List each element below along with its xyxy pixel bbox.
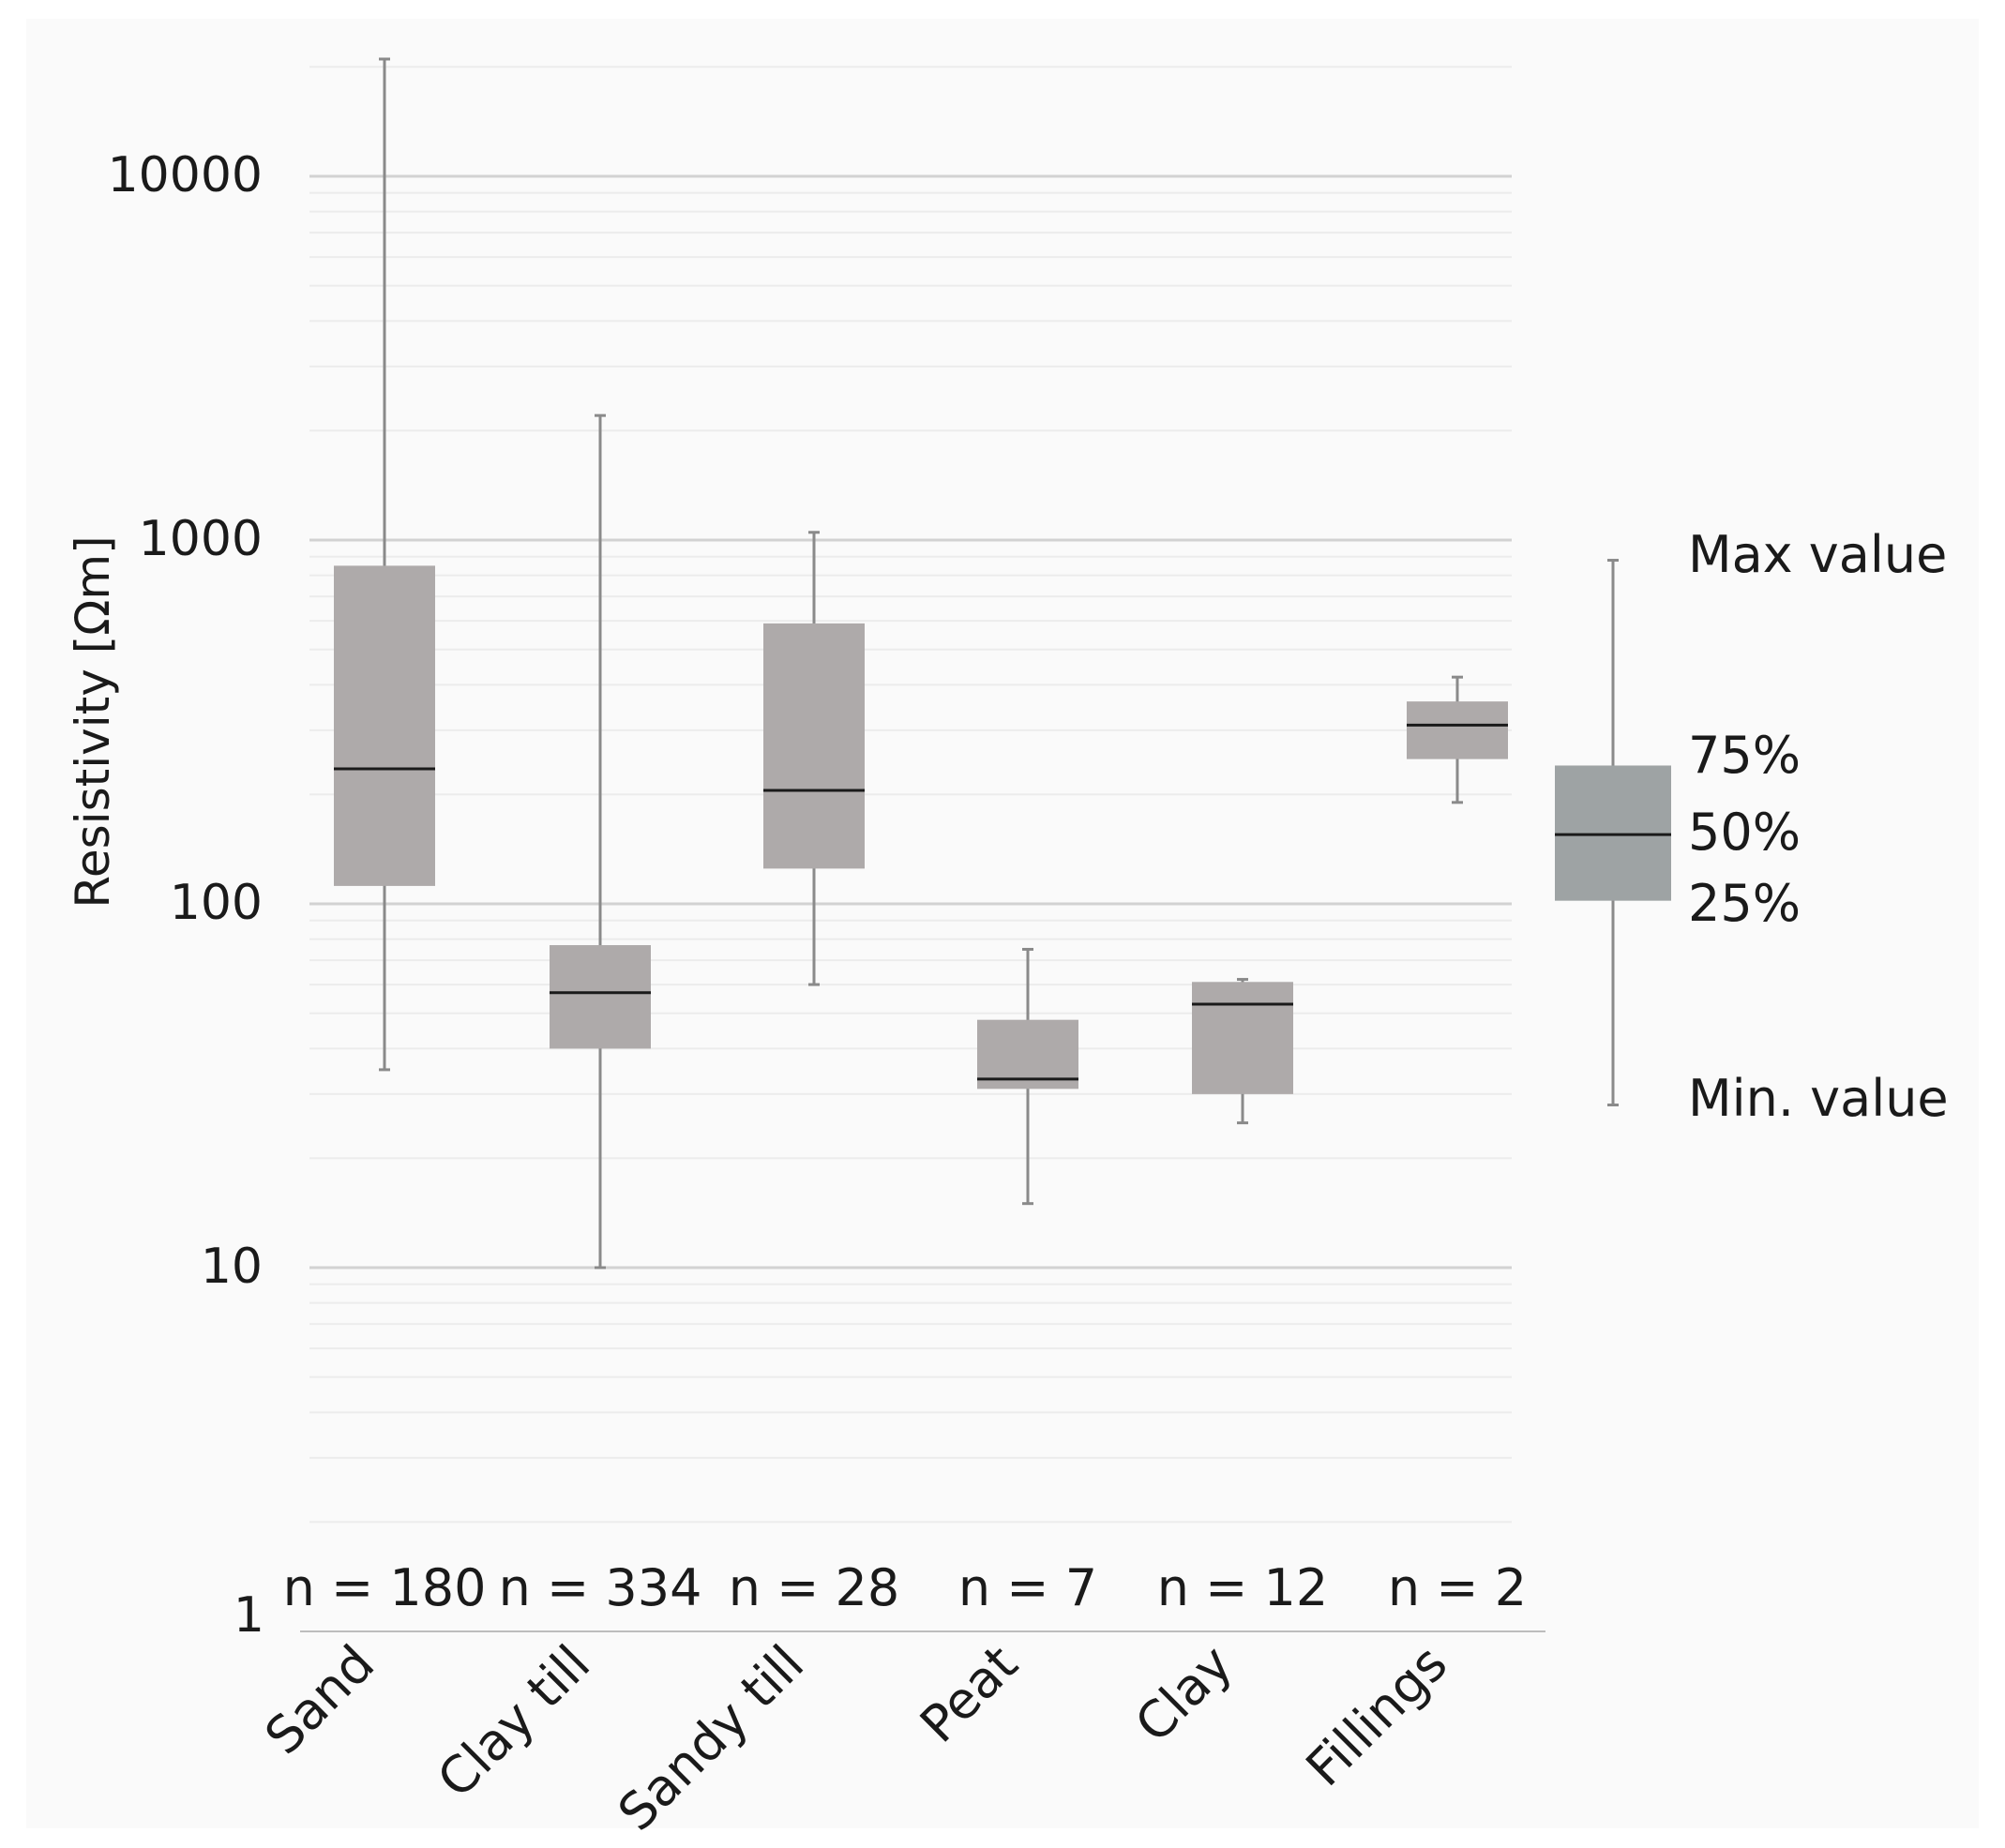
box-iqr xyxy=(763,623,865,869)
legend-label-min: Min. value xyxy=(1688,1069,1949,1128)
box-group-sandy-till xyxy=(763,531,865,986)
box-iqr xyxy=(334,565,435,886)
box-group-clay-till xyxy=(550,413,651,1270)
count-label: n = 2 xyxy=(1388,1558,1527,1617)
legend-label-q1: 25% xyxy=(1688,874,1801,933)
box-group-peat xyxy=(977,947,1078,1206)
grid-lines xyxy=(309,66,1512,1524)
y-axis-title: Resistivity [Ωm] xyxy=(66,535,120,908)
y-tick-label: 1 xyxy=(234,1587,264,1644)
count-label: n = 7 xyxy=(958,1558,1097,1617)
count-label: n = 334 xyxy=(499,1558,702,1617)
box-group-fillings xyxy=(1407,675,1508,804)
legend-label-max: Max value xyxy=(1688,525,1947,584)
box-group-sand xyxy=(334,57,435,1072)
count-label: n = 28 xyxy=(729,1558,900,1617)
legend: Max value 75% 50% 25% Min. value xyxy=(1555,525,1949,1128)
box-iqr xyxy=(977,1019,1078,1089)
y-tick-label: 1000 xyxy=(139,511,263,567)
box-series xyxy=(334,57,1508,1270)
y-tick-label: 10 xyxy=(201,1239,263,1295)
box-iqr xyxy=(1407,701,1508,759)
axes: 1 10 100 1000 10000 Resistivity [Ωm] xyxy=(66,147,1545,1644)
legend-label-q3: 75% xyxy=(1688,726,1801,785)
y-tick-label: 100 xyxy=(170,875,263,931)
count-label: n = 12 xyxy=(1157,1558,1329,1617)
y-tick-label: 10000 xyxy=(108,147,263,203)
box-iqr xyxy=(1192,982,1293,1094)
plot-panel-background xyxy=(26,19,1979,1828)
legend-box xyxy=(1555,765,1671,901)
box-iqr xyxy=(550,945,651,1049)
count-label: n = 180 xyxy=(283,1558,487,1617)
box-group-clay xyxy=(1192,978,1293,1125)
legend-label-median: 50% xyxy=(1688,803,1801,862)
